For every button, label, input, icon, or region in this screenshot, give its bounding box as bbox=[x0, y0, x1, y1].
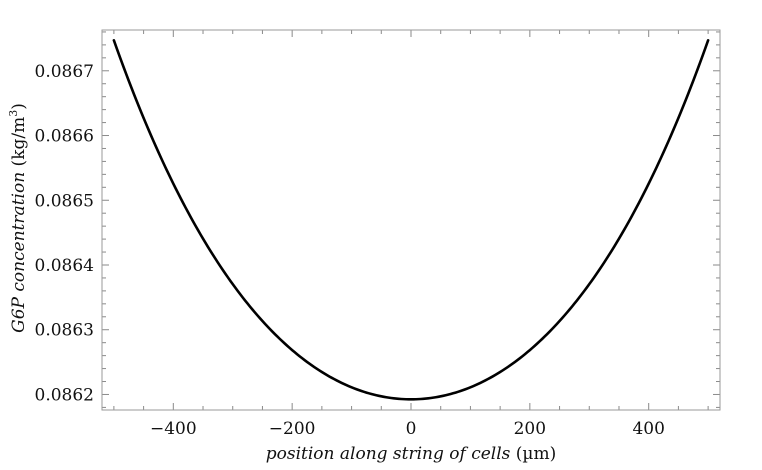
series-layer bbox=[112, 39, 710, 401]
y-tick-label: 0.0866 bbox=[35, 127, 94, 147]
y-tick-label: 0.0863 bbox=[35, 321, 94, 341]
x-tick-labels: −400 −200 0 200 400 bbox=[150, 419, 665, 439]
y-tick-label: 0.0864 bbox=[35, 256, 94, 276]
y-axis-label: G6P concentration (kg/m3) bbox=[7, 103, 29, 333]
y-tick-label: 0.0862 bbox=[35, 385, 94, 405]
y-tick-label: 0.0865 bbox=[35, 191, 94, 211]
tick-marks bbox=[102, 30, 720, 410]
x-tick-label: 400 bbox=[632, 419, 664, 439]
x-axis-label: position along string of cells (µm) bbox=[266, 444, 556, 464]
y-tick-labels: 0.0862 0.0863 0.0864 0.0865 0.0866 0.0867 bbox=[35, 62, 94, 406]
x-tick-label: −200 bbox=[269, 419, 316, 439]
x-tick-label: 0 bbox=[406, 419, 417, 439]
x-tick-label: −400 bbox=[150, 419, 197, 439]
plot-frame bbox=[101, 29, 721, 411]
x-tick-label: 200 bbox=[514, 419, 546, 439]
series-line bbox=[112, 39, 710, 401]
y-tick-label: 0.0867 bbox=[35, 62, 94, 82]
